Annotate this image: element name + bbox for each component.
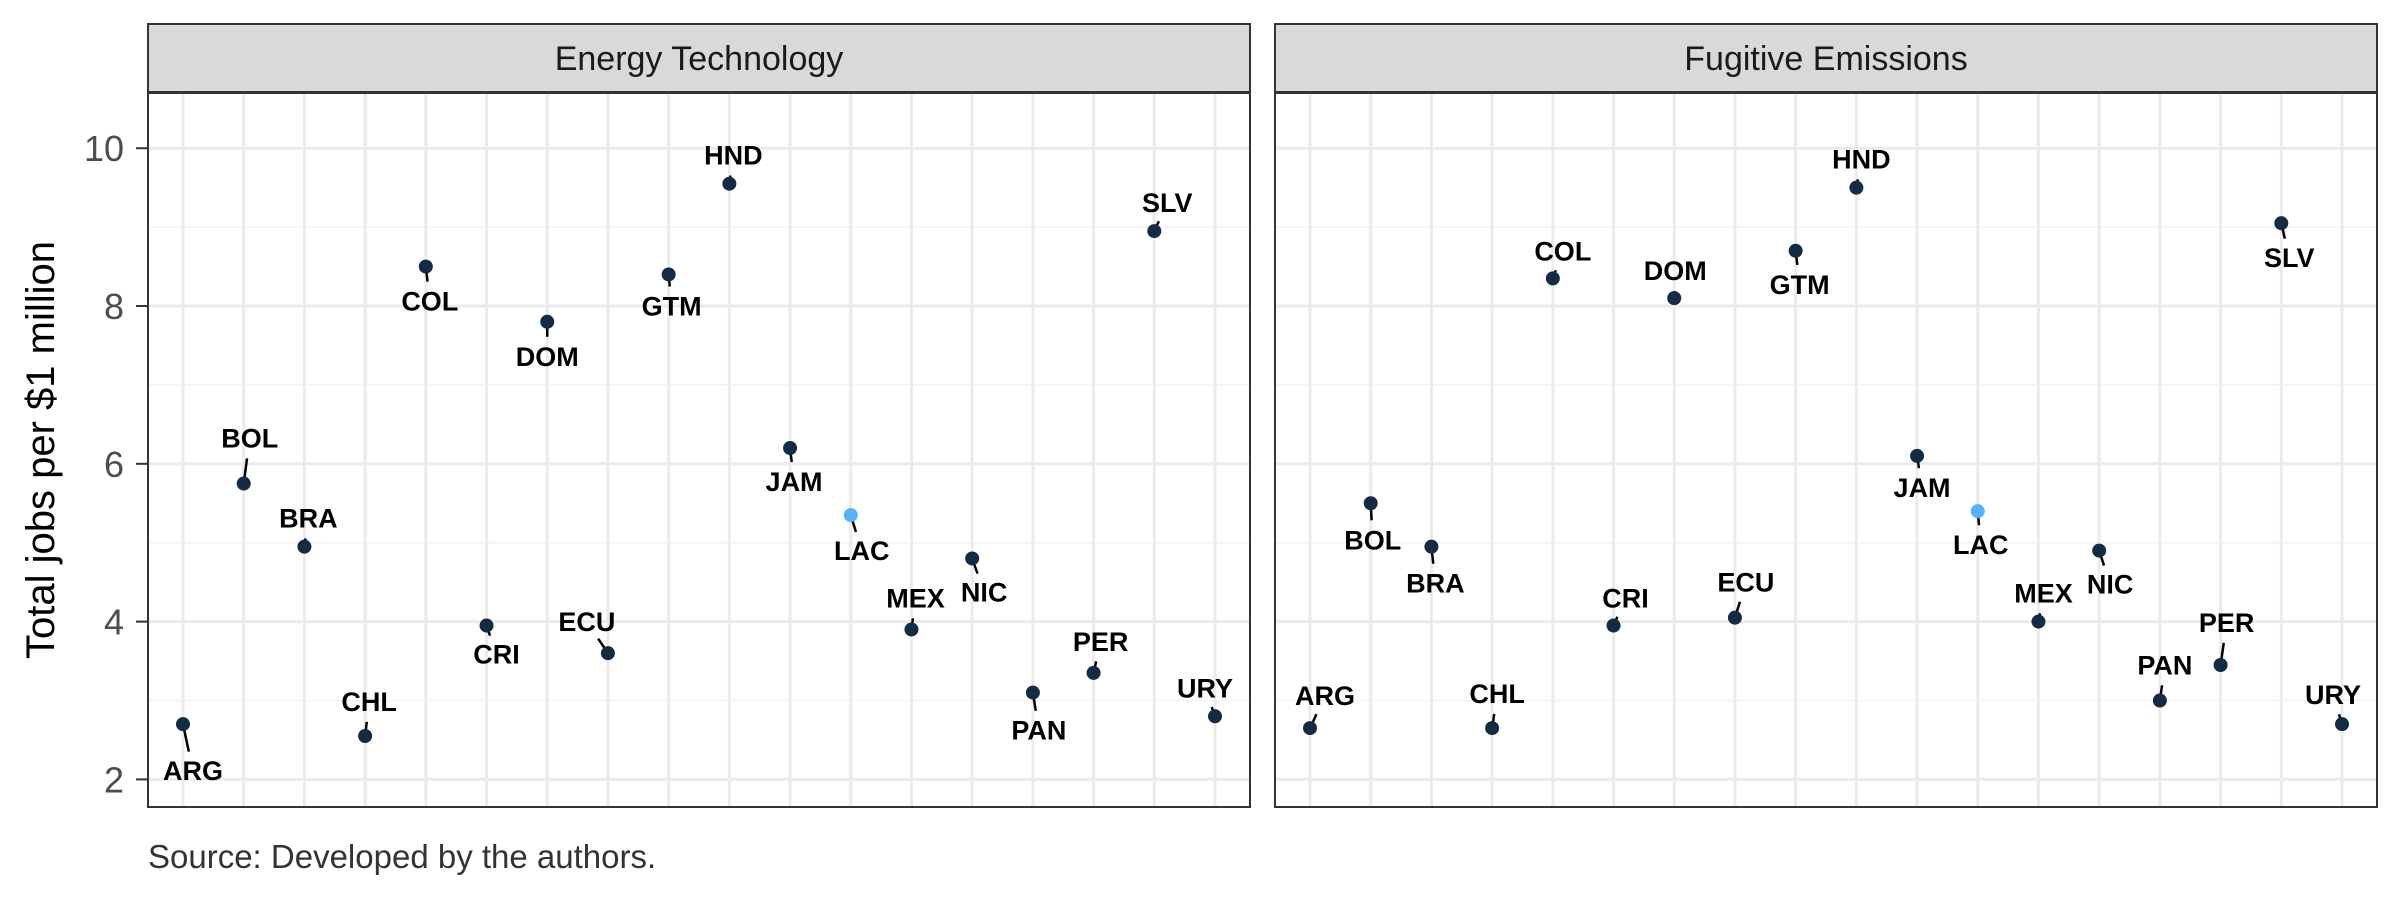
data-point-per [2213,657,2228,672]
point-label-jam: JAM [1894,473,1951,503]
data-point-bra [1424,539,1439,554]
point-label-nic: NIC [961,577,1008,607]
y-axis: Total jobs per $1 million 2 4 6 8 10 [19,128,148,800]
point-label-nic: NIC [2087,570,2134,600]
point-label-per: PER [2199,608,2255,638]
data-point-gtm [661,267,676,282]
data-point-lac [843,508,858,523]
panel-title: Fugitive Emissions [1684,40,1967,78]
point-label-chl: CHL [341,687,397,717]
data-point-mex [904,622,919,637]
data-point-gtm [1788,243,1803,258]
data-point-dom [1667,291,1682,306]
data-point-jam [783,441,798,456]
data-point-lac [1970,504,1985,519]
data-point-arg [176,717,190,732]
data-point-chl [1485,721,1500,736]
point-label-lac: LAC [834,536,890,566]
y-tick-label: 2 [104,759,124,800]
point-label-col: COL [401,287,458,317]
point-label-ecu: ECU [1717,568,1774,598]
point-leader [182,727,191,752]
point-leader [2219,642,2225,662]
point-label-chl: CHL [1469,679,1525,709]
data-point-ury [2335,717,2349,732]
point-label-gtm: GTM [1770,270,1830,300]
data-point-slv [1147,224,1162,239]
point-label-arg: ARG [1295,681,1355,711]
panel-border [147,92,1251,808]
panel-strip [147,23,1251,93]
data-point-hnd [1849,180,1864,195]
point-label-arg: ARG [163,756,223,786]
chart-caption: Source: Developed by the authors. [148,838,656,875]
data-point-chl [358,728,373,743]
data-point-col [418,259,433,274]
point-label-lac: LAC [1953,530,2009,560]
point-label-bra: BRA [279,504,338,534]
point-label-slv: SLV [2264,243,2315,273]
data-point-ecu [600,646,615,661]
data-point-pan [1025,685,1040,700]
panel-background [1275,93,2377,807]
data-point-mex [2031,614,2046,629]
data-point-col [1545,271,1560,286]
point-label-mex: MEX [886,583,945,613]
data-point-nic [2092,543,2107,558]
point-label-jam: JAM [766,467,823,497]
point-label-dom: DOM [1644,256,1707,286]
point-label-slv: SLV [1142,188,1193,218]
data-point-bol [1363,496,1378,511]
data-point-nic [965,551,980,566]
point-label-ury: URY [2305,680,2361,710]
data-point-jam [1910,448,1925,463]
data-point-slv [2274,216,2289,231]
point-label-cri: CRI [1602,584,1649,614]
panel-background [148,93,1250,807]
panel-border [1274,92,2378,808]
y-axis-title: Total jobs per $1 million [19,241,63,659]
point-leader [242,458,249,480]
point-label-col: COL [1534,236,1591,266]
data-point-bol [236,476,251,491]
data-point-bra [297,539,312,554]
y-tick-label: 8 [104,286,124,327]
point-label-ecu: ECU [558,607,615,637]
data-point-hnd [722,176,737,191]
point-label-bra: BRA [1406,569,1465,599]
point-label-pan: PAN [2137,650,2192,680]
data-point-ury [1208,709,1222,724]
y-tick-label: 10 [84,128,124,169]
point-label-mex: MEX [2014,579,2073,609]
point-label-hnd: HND [1832,145,1891,175]
point-label-per: PER [1073,627,1129,657]
data-point-arg [1303,721,1317,736]
point-label-bol: BOL [1344,525,1401,555]
data-point-per [1086,665,1101,680]
y-tick-label: 6 [104,444,124,485]
y-tick-label: 4 [104,602,124,643]
data-point-dom [540,314,555,329]
panel-title: Energy Technology [555,40,844,78]
facet-panels: Energy TechnologyARGBOLBRACHLCOLCRIDOMEC… [147,23,2378,808]
data-point-ecu [1727,610,1742,625]
point-label-dom: DOM [516,342,579,372]
data-point-cri [1606,618,1621,633]
point-label-pan: PAN [1011,716,1066,746]
panel-1: Energy Technology ARG BOL BRA CHL COL CRI DOM EC… [147,23,1251,808]
point-label-cri: CRI [473,640,520,670]
y-tick-labels: 2 4 6 8 10 [84,128,148,800]
point-label-bol: BOL [221,424,278,454]
point-label-gtm: GTM [642,291,702,321]
data-point-pan [2152,693,2167,708]
point-label-ury: URY [1177,673,1233,703]
data-point-cri [479,618,494,633]
point-label-hnd: HND [704,141,763,171]
panel-strip [1274,23,2378,93]
